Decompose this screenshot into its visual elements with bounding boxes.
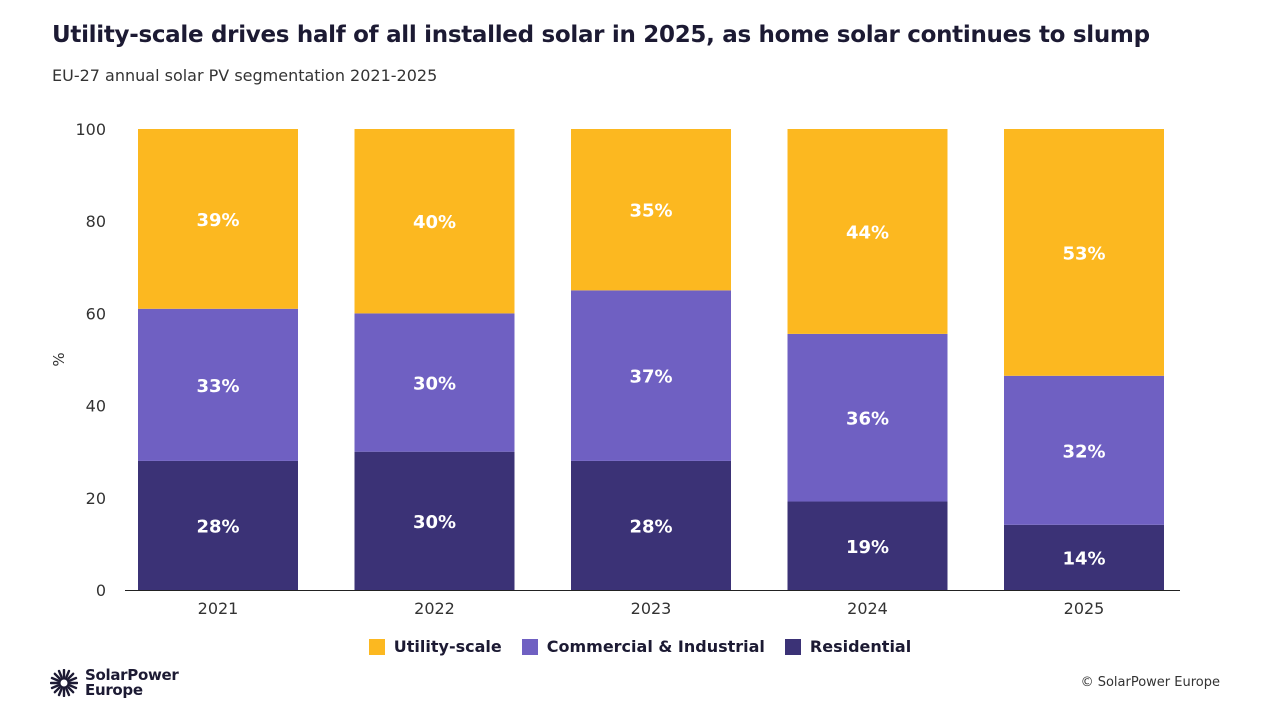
bar-segment [138,308,298,461]
y-tick-label: 20 [86,489,106,508]
data-label: 44% [846,222,889,243]
legend-label: Utility-scale [393,637,502,656]
x-tick-label: 2023 [631,599,672,618]
legend: Utility-scale Commercial & Industrial Re… [0,637,1280,656]
legend-swatch [784,638,801,655]
bar-segment [138,129,298,309]
x-tick-label: 2024 [847,599,888,618]
bar-segment [138,460,298,590]
bar-segment [787,333,948,502]
legend-label: Residential [809,637,912,656]
solarpower-europe-logo: SolarPower Europe [50,668,179,698]
data-label: 40% [413,212,456,233]
legend-swatch [521,638,538,655]
copyright: © SolarPower Europe [1080,675,1220,690]
legend-item-utility: Utility-scale [368,637,502,656]
y-tick-label: 40 [86,397,106,416]
bar-segment [571,129,731,291]
y-axis-label: % [50,352,68,366]
legend-label: Commercial & Industrial [546,637,765,656]
data-label: 19% [846,537,889,558]
y-tick-label: 0 [96,581,106,600]
x-tick-label: 2022 [414,599,455,618]
bar-segment [571,460,731,590]
data-label: 39% [196,210,239,231]
y-tick-label: 100 [75,120,106,139]
bar-segment [1004,375,1164,525]
bar-segment [571,290,731,461]
data-label: 14% [1062,548,1105,569]
bar-segment [1004,524,1164,590]
logo-text-line1: SolarPower [85,666,179,684]
legend-item-residential: Residential [784,637,912,656]
y-tick-label: 80 [86,212,106,231]
x-tick-label: 2025 [1064,599,1105,618]
chart-title: Utility-scale drives half of all install… [52,22,1150,48]
sun-icon [50,669,78,697]
data-label: 33% [196,376,239,397]
data-label: 28% [196,516,239,537]
legend-swatch [368,638,385,655]
logo-text-line2: Europe [85,681,143,699]
y-tick-label: 60 [86,304,106,323]
x-tick-label: 2021 [198,599,239,618]
bar-segment [1004,129,1164,376]
bar-segment [787,501,948,590]
data-label: 37% [629,367,672,388]
data-label: 30% [413,512,456,533]
bar-segment [354,129,515,314]
data-label: 32% [1062,441,1105,462]
chart-subtitle: EU-27 annual solar PV segmentation 2021-… [52,66,438,85]
data-label: 36% [846,409,889,430]
data-label: 35% [629,201,672,222]
bar-segment [354,451,515,590]
data-label: 53% [1062,243,1105,264]
bar-segment [354,313,515,452]
bar-segment [787,129,948,334]
data-label: 28% [629,516,672,537]
data-label: 30% [413,374,456,395]
legend-item-commercial: Commercial & Industrial [521,637,765,656]
